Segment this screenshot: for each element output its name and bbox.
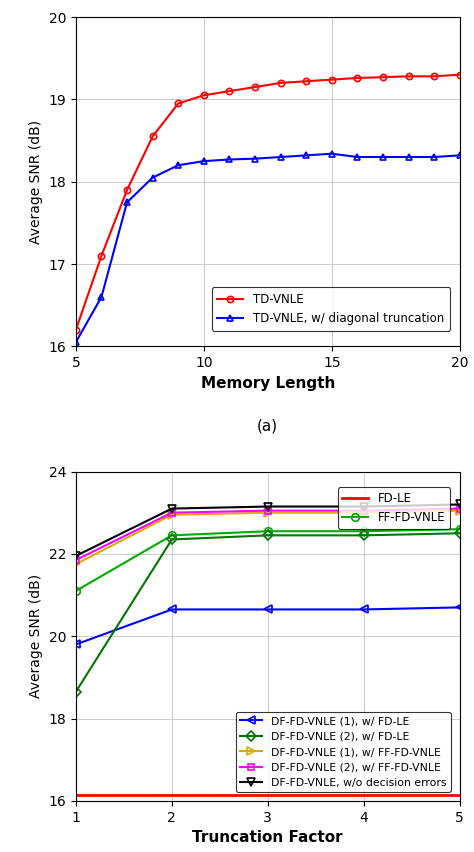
FD-LE — [265, 790, 271, 800]
Line: DF-FD-VNLE (2), w/ FD-LE: DF-FD-VNLE (2), w/ FD-LE — [73, 530, 463, 695]
DF-FD-VNLE, w/o decision errors — [73, 551, 79, 561]
DF-FD-VNLE (2), w/ FF-FD-VNLE — [169, 508, 174, 518]
DF-FD-VNLE (1), w/ FF-FD-VNLE — [73, 559, 79, 569]
DF-FD-VNLE (2), w/ FD-LE — [73, 687, 79, 697]
TD-VNLE, w/ diagonal truncation — [252, 153, 258, 164]
FF-FD-VNLE — [169, 530, 174, 540]
Y-axis label: Average SNR (dB): Average SNR (dB) — [29, 119, 43, 244]
Line: TD-VNLE: TD-VNLE — [73, 72, 463, 333]
TD-VNLE, w/ diagonal truncation — [329, 148, 335, 158]
TD-VNLE, w/ diagonal truncation — [278, 152, 283, 162]
TD-VNLE — [406, 72, 411, 82]
TD-VNLE — [278, 78, 283, 88]
DF-FD-VNLE (2), w/ FF-FD-VNLE — [265, 505, 271, 515]
DF-FD-VNLE (2), w/ FD-LE — [169, 534, 174, 544]
FF-FD-VNLE — [265, 527, 271, 537]
TD-VNLE — [201, 90, 207, 101]
TD-VNLE — [380, 72, 386, 83]
DF-FD-VNLE (2), w/ FF-FD-VNLE — [73, 555, 79, 565]
X-axis label: Memory Length: Memory Length — [201, 376, 335, 391]
FF-FD-VNLE — [361, 527, 366, 537]
FD-LE — [73, 790, 79, 800]
FF-FD-VNLE — [73, 586, 79, 596]
TD-VNLE, w/ diagonal truncation — [150, 172, 155, 182]
TD-VNLE — [355, 73, 360, 83]
DF-FD-VNLE (1), w/ FD-LE — [73, 639, 79, 649]
TD-VNLE — [329, 74, 335, 84]
DF-FD-VNLE (1), w/ FF-FD-VNLE — [457, 505, 463, 515]
TD-VNLE, w/ diagonal truncation — [99, 292, 104, 302]
DF-FD-VNLE (2), w/ FD-LE — [361, 530, 366, 540]
FD-LE — [169, 790, 174, 800]
TD-VNLE, w/ diagonal truncation — [431, 152, 437, 162]
FD-LE — [361, 790, 366, 800]
Line: FF-FD-VNLE: FF-FD-VNLE — [72, 526, 464, 595]
Legend: DF-FD-VNLE (1), w/ FD-LE, DF-FD-VNLE (2), w/ FD-LE, DF-FD-VNLE (1), w/ FF-FD-VNL: DF-FD-VNLE (1), w/ FD-LE, DF-FD-VNLE (2)… — [236, 711, 450, 792]
DF-FD-VNLE (1), w/ FD-LE — [361, 604, 366, 614]
TD-VNLE, w/ diagonal truncation — [175, 160, 181, 170]
DF-FD-VNLE (1), w/ FD-LE — [169, 604, 174, 614]
DF-FD-VNLE (1), w/ FF-FD-VNLE — [169, 509, 174, 520]
TD-VNLE — [175, 98, 181, 108]
Legend: TD-VNLE, TD-VNLE, w/ diagonal truncation: TD-VNLE, TD-VNLE, w/ diagonal truncation — [211, 287, 450, 331]
TD-VNLE — [303, 76, 309, 86]
Line: DF-FD-VNLE (1), w/ FD-LE: DF-FD-VNLE (1), w/ FD-LE — [72, 603, 464, 648]
DF-FD-VNLE (2), w/ FD-LE — [265, 530, 271, 540]
TD-VNLE — [252, 82, 258, 92]
TD-VNLE — [227, 86, 232, 96]
TD-VNLE, w/ diagonal truncation — [457, 150, 463, 160]
TD-VNLE — [73, 325, 79, 335]
DF-FD-VNLE (1), w/ FF-FD-VNLE — [265, 508, 271, 518]
Line: DF-FD-VNLE (1), w/ FF-FD-VNLE: DF-FD-VNLE (1), w/ FF-FD-VNLE — [72, 506, 464, 568]
X-axis label: Truncation Factor: Truncation Factor — [192, 830, 343, 845]
Text: (a): (a) — [257, 419, 278, 434]
Line: TD-VNLE, w/ diagonal truncation: TD-VNLE, w/ diagonal truncation — [73, 150, 463, 346]
Y-axis label: Average SNR (dB): Average SNR (dB) — [29, 574, 43, 699]
DF-FD-VNLE (1), w/ FD-LE — [457, 602, 463, 613]
TD-VNLE, w/ diagonal truncation — [406, 152, 411, 162]
DF-FD-VNLE (1), w/ FD-LE — [265, 604, 271, 614]
TD-VNLE — [457, 70, 463, 80]
Line: DF-FD-VNLE (2), w/ FF-FD-VNLE: DF-FD-VNLE (2), w/ FF-FD-VNLE — [73, 505, 463, 563]
DF-FD-VNLE, w/o decision errors — [169, 504, 174, 514]
DF-FD-VNLE (2), w/ FD-LE — [457, 528, 463, 538]
DF-FD-VNLE (2), w/ FF-FD-VNLE — [361, 505, 366, 515]
TD-VNLE — [124, 185, 130, 195]
DF-FD-VNLE (1), w/ FF-FD-VNLE — [361, 508, 366, 518]
DF-FD-VNLE (2), w/ FF-FD-VNLE — [457, 504, 463, 514]
TD-VNLE — [150, 131, 155, 141]
TD-VNLE, w/ diagonal truncation — [124, 197, 130, 207]
FF-FD-VNLE — [457, 524, 463, 534]
TD-VNLE, w/ diagonal truncation — [380, 152, 386, 162]
DF-FD-VNLE, w/o decision errors — [457, 499, 463, 509]
TD-VNLE, w/ diagonal truncation — [201, 156, 207, 166]
TD-VNLE — [99, 250, 104, 261]
DF-FD-VNLE, w/o decision errors — [265, 502, 271, 512]
Line: DF-FD-VNLE, w/o decision errors: DF-FD-VNLE, w/o decision errors — [72, 500, 464, 560]
TD-VNLE, w/ diagonal truncation — [73, 337, 79, 348]
TD-VNLE, w/ diagonal truncation — [355, 152, 360, 162]
FD-LE — [457, 790, 463, 800]
TD-VNLE — [431, 72, 437, 82]
TD-VNLE, w/ diagonal truncation — [227, 154, 232, 164]
TD-VNLE, w/ diagonal truncation — [303, 150, 309, 160]
DF-FD-VNLE, w/o decision errors — [361, 502, 366, 512]
